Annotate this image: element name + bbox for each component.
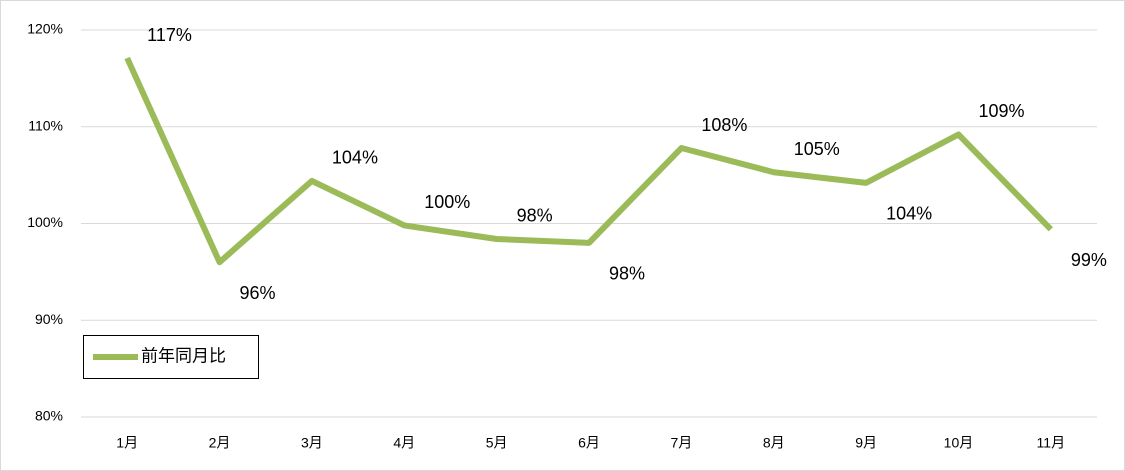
x-tick-label: 2月 [209,435,231,451]
x-tick-label: 10月 [944,435,974,451]
data-label: 117% [147,25,192,45]
x-tick-label: 9月 [855,435,877,451]
data-label: 99% [1071,250,1107,270]
data-label: 105% [794,139,840,159]
data-label: 109% [978,101,1024,121]
x-tick-label: 8月 [763,435,785,451]
y-tick-label: 110% [28,117,63,133]
data-label: 108% [701,115,747,135]
x-tick-label: 5月 [486,435,508,451]
data-label: 104% [332,148,378,168]
data-label: 98% [517,206,553,226]
y-tick-label: 90% [35,311,63,327]
x-tick-label: 1月 [116,435,138,451]
y-tick-label: 80% [35,408,63,424]
y-tick-label: 120% [27,21,63,37]
legend: 前年同月比 [83,335,259,379]
legend-label: 前年同月比 [141,346,226,365]
x-tick-label: 6月 [578,435,600,451]
data-label: 96% [240,283,276,303]
data-label: 100% [424,192,470,212]
x-tick-label: 3月 [301,435,323,451]
data-label: 98% [609,264,645,284]
x-tick-label: 11月 [1037,435,1066,451]
x-tick-label: 4月 [393,435,415,451]
data-line [124,56,1053,266]
y-tick-label: 100% [27,214,63,230]
data-label: 104% [886,204,932,224]
x-tick-label: 7月 [670,435,692,451]
